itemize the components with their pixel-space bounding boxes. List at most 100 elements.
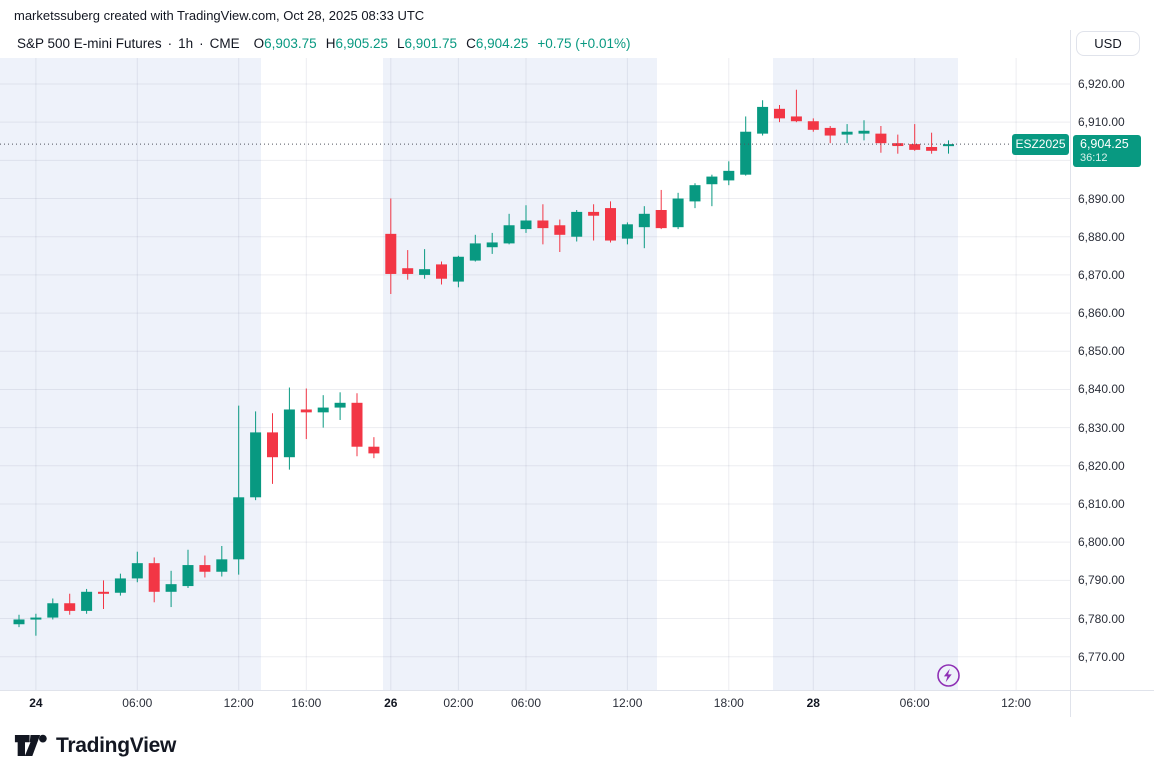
price-axis-label: 6,820.00 xyxy=(1078,458,1125,473)
last-price-tag: 6,904.25 36:12 xyxy=(1073,135,1141,168)
candle[interactable] xyxy=(892,134,904,154)
candle[interactable] xyxy=(824,125,836,144)
price-axis-label: 6,890.00 xyxy=(1078,191,1125,206)
ohlc-value: 6,904.25 xyxy=(475,36,529,51)
candle[interactable] xyxy=(216,545,228,577)
candle[interactable] xyxy=(689,183,701,209)
candle[interactable] xyxy=(943,140,954,154)
time-axis-label: 18:00 xyxy=(713,696,744,710)
symbol-title: S&P 500 E-mini Futures xyxy=(17,36,162,51)
price-axis-divider xyxy=(1070,30,1071,717)
time-axis-label: 12:00 xyxy=(223,696,254,710)
time-axis-label: 16:00 xyxy=(291,696,322,710)
candle[interactable] xyxy=(790,89,802,123)
candle[interactable] xyxy=(638,206,650,249)
candle[interactable] xyxy=(503,213,515,245)
candle[interactable] xyxy=(385,198,397,294)
candle[interactable] xyxy=(114,573,126,596)
attribution-text: marketssuberg created with TradingView.c… xyxy=(14,8,425,23)
candle[interactable] xyxy=(182,549,194,588)
price-axis-label: 6,870.00 xyxy=(1078,267,1125,282)
candle[interactable] xyxy=(283,387,295,470)
ohlc-label: C xyxy=(466,36,476,51)
candle[interactable] xyxy=(436,261,447,285)
candle[interactable] xyxy=(81,588,93,614)
price-axis-label: 6,800.00 xyxy=(1078,535,1125,550)
time-axis-label: 26 xyxy=(384,696,398,710)
candle[interactable] xyxy=(926,132,938,154)
candle[interactable] xyxy=(807,118,819,132)
candle[interactable] xyxy=(621,222,633,245)
candle[interactable] xyxy=(300,388,312,440)
price-axis-label: 6,910.00 xyxy=(1078,115,1125,130)
ohlc-label: H xyxy=(325,36,336,51)
candle[interactable] xyxy=(537,204,549,245)
candle[interactable] xyxy=(774,104,785,123)
candle[interactable] xyxy=(267,413,278,484)
candle[interactable] xyxy=(723,161,735,186)
time-axis-label: 28 xyxy=(806,696,820,710)
session-bands xyxy=(0,58,958,690)
candle[interactable] xyxy=(554,219,566,252)
currency-unit-button[interactable]: USD xyxy=(1076,31,1140,56)
candle[interactable] xyxy=(841,124,853,144)
candle[interactable] xyxy=(486,232,498,254)
ohlc-item: C6,904.25 xyxy=(466,36,528,51)
candle[interactable] xyxy=(47,598,59,620)
candle[interactable] xyxy=(588,204,600,241)
candle[interactable] xyxy=(199,555,211,578)
lightning-boost-icon[interactable] xyxy=(936,663,961,688)
candle[interactable] xyxy=(571,209,583,242)
tradingview-logo[interactable]: TradingView xyxy=(14,732,176,759)
candle[interactable] xyxy=(165,570,177,608)
candle[interactable] xyxy=(64,593,76,615)
candle[interactable] xyxy=(740,116,752,176)
candle[interactable] xyxy=(334,392,346,420)
change-value: +0.75 (+0.01%) xyxy=(537,36,631,51)
ohlc-value: 6,901.75 xyxy=(404,36,458,51)
time-axis-label: 02:00 xyxy=(443,696,474,710)
candle[interactable] xyxy=(98,580,109,609)
candle[interactable] xyxy=(148,557,160,603)
ohlc-value: 6,903.75 xyxy=(264,36,317,51)
ohlc-item: H6,905.25 xyxy=(326,36,388,51)
candle[interactable] xyxy=(452,255,464,288)
candle[interactable] xyxy=(402,250,414,280)
ohlc-values: O6,903.75 H6,905.25 L6,901.75 C6,904.25 xyxy=(254,36,529,51)
ohlc-label: L xyxy=(397,36,405,51)
ohlc-label: O xyxy=(253,36,265,51)
time-axis-label: 12:00 xyxy=(612,696,643,710)
candle[interactable] xyxy=(875,125,887,153)
candle[interactable] xyxy=(233,405,245,575)
candle[interactable] xyxy=(655,189,667,230)
tradingview-logo-icon xyxy=(14,734,47,757)
symbol-legend: S&P 500 E-mini Futures · 1h · CME O6,903… xyxy=(17,36,630,51)
price-axis-label: 6,810.00 xyxy=(1078,496,1125,511)
candle[interactable] xyxy=(605,201,616,243)
candles xyxy=(13,89,954,636)
candle[interactable] xyxy=(13,614,25,628)
time-axis-label: 24 xyxy=(29,696,43,710)
candle[interactable] xyxy=(706,174,718,207)
price-axis-label: 6,880.00 xyxy=(1078,229,1125,244)
candle[interactable] xyxy=(131,551,143,583)
candle[interactable] xyxy=(250,411,262,501)
candle[interactable] xyxy=(469,234,481,262)
time-axis-label: 12:00 xyxy=(1001,696,1032,710)
time-axis-label: 06:00 xyxy=(510,696,542,710)
candle[interactable] xyxy=(368,437,380,459)
candle[interactable] xyxy=(858,120,870,141)
candle[interactable] xyxy=(30,613,42,636)
candle[interactable] xyxy=(419,249,431,279)
candle[interactable] xyxy=(757,100,769,136)
price-axis-label: 6,770.00 xyxy=(1078,649,1125,664)
price-axis-label: 6,840.00 xyxy=(1078,382,1125,397)
time-axis-label: 06:00 xyxy=(122,696,153,710)
candle[interactable] xyxy=(351,393,363,457)
candle[interactable] xyxy=(317,395,329,428)
candle[interactable] xyxy=(672,192,684,230)
candle[interactable] xyxy=(909,124,921,151)
tradingview-logo-text: TradingView xyxy=(56,733,177,757)
candle[interactable] xyxy=(520,205,532,233)
